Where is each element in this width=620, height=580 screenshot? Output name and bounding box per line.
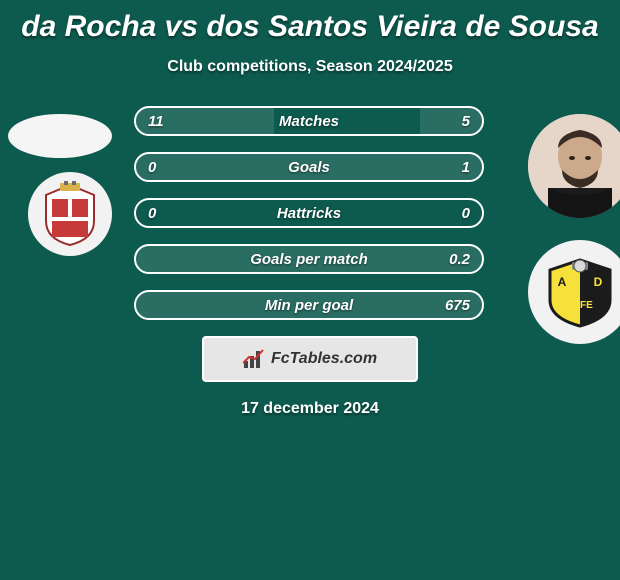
stat-row-goals-per-match: Goals per match 0.2 — [134, 244, 484, 274]
stat-label: Hattricks — [136, 200, 482, 226]
stat-value-right: 0.2 — [449, 246, 470, 272]
svg-text:D: D — [594, 275, 603, 289]
stat-bars: 11 Matches 5 0 Goals 1 0 Hattricks 0 Goa… — [134, 106, 484, 320]
shield-icon: FAFE A D — [544, 256, 616, 328]
stat-label: Min per goal — [136, 292, 482, 318]
svg-text:FAFE: FAFE — [567, 300, 593, 311]
stat-value-right: 1 — [462, 154, 470, 180]
left-club-crest — [28, 172, 112, 256]
stat-row-hattricks: 0 Hattricks 0 — [134, 198, 484, 228]
credit-box: FcTables.com — [202, 336, 418, 382]
svg-text:A: A — [558, 275, 567, 289]
stat-row-min-per-goal: Min per goal 675 — [134, 290, 484, 320]
comparison-panel: FAFE A D 11 Matches 5 0 Goals 1 0 Hattri… — [0, 106, 620, 320]
stat-label: Goals — [136, 154, 482, 180]
right-club-crest: FAFE A D — [528, 240, 620, 344]
stat-value-right: 675 — [445, 292, 470, 318]
portrait-icon — [528, 114, 620, 218]
date-text: 17 december 2024 — [0, 400, 620, 418]
page-title: da Rocha vs dos Santos Vieira de Sousa — [0, 0, 620, 44]
subtitle: Club competitions, Season 2024/2025 — [0, 58, 620, 76]
left-player-photo — [8, 114, 112, 158]
stat-row-goals: 0 Goals 1 — [134, 152, 484, 182]
shield-icon — [42, 181, 98, 247]
bars-icon — [243, 349, 265, 369]
stat-label: Goals per match — [136, 246, 482, 272]
stat-label: Matches — [136, 108, 482, 134]
stat-value-right: 0 — [462, 200, 470, 226]
right-player-photo — [528, 114, 620, 218]
credit-text: FcTables.com — [271, 350, 377, 368]
stat-row-matches: 11 Matches 5 — [134, 106, 484, 136]
stat-value-right: 5 — [462, 108, 470, 134]
